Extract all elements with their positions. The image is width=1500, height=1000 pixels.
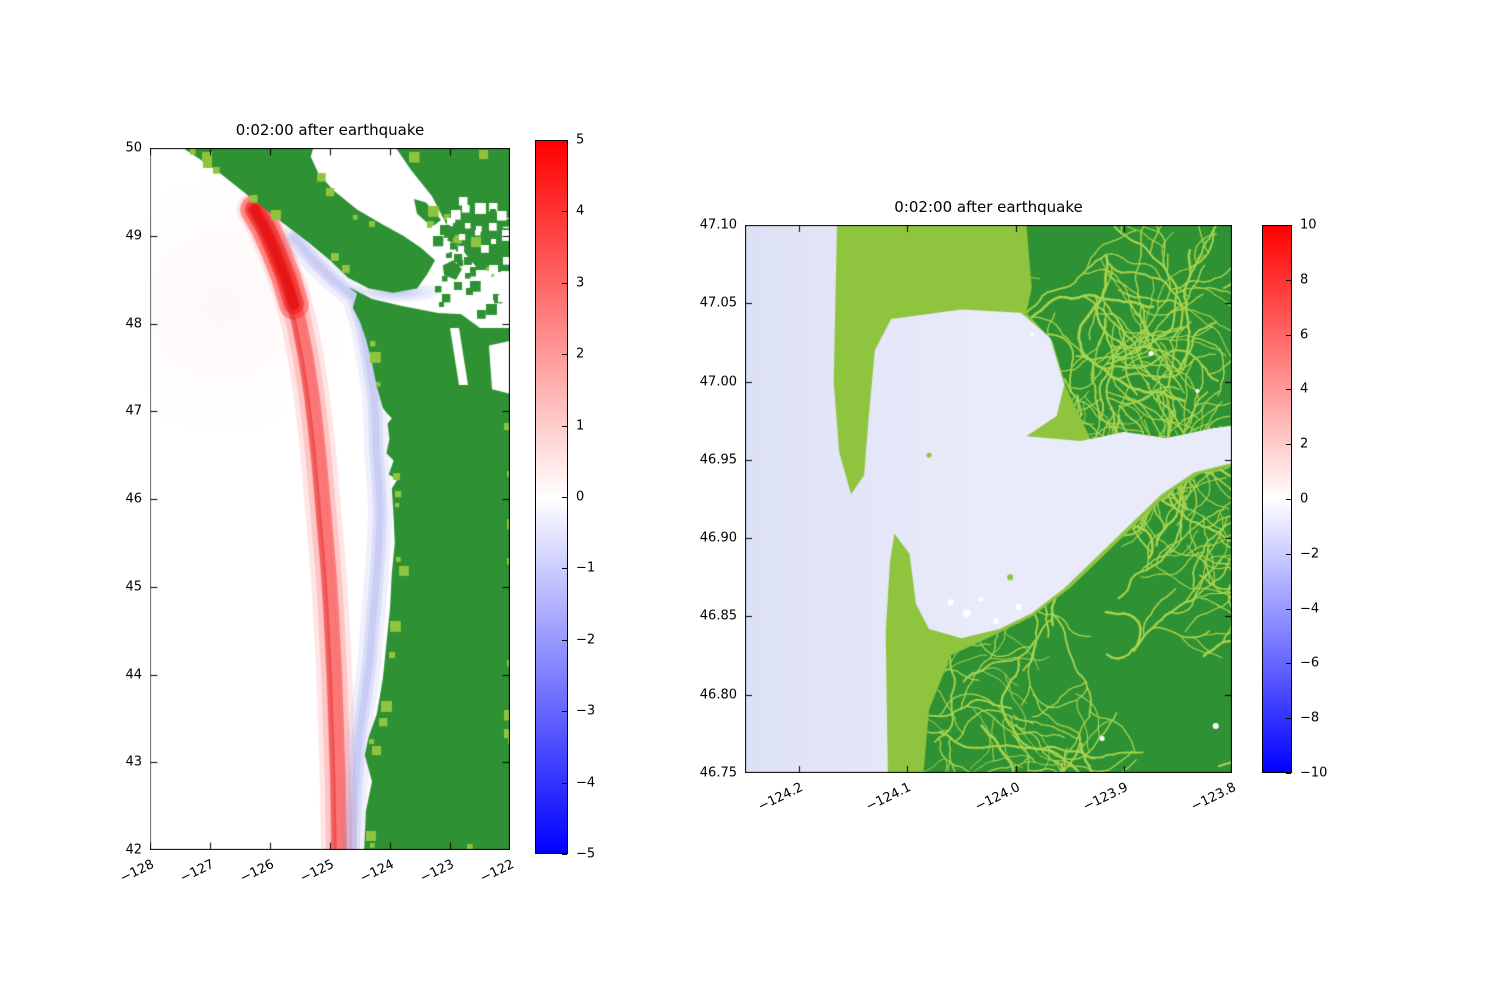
colorbar-tick-label: 2 [1300,436,1309,452]
y-tick-label: 44 [125,667,142,682]
y-tick-label: 47.05 [699,295,737,311]
y-tick-label: 49 [125,228,142,244]
colorbar-tick-label: −2 [1300,546,1320,562]
y-tick-label: 46 [125,491,142,507]
colorbar-tick-mark [562,211,567,213]
colorbar-tick-mark [1286,608,1291,610]
colorbar-tick-label: 0 [576,489,585,505]
x-tick-label: −128 [117,857,157,887]
x-tick-label: −124.0 [972,780,1023,815]
x-tick-label: −124 [357,857,397,887]
x-tick-label: −125 [297,857,337,887]
colorbar-tick-label: 1 [576,418,585,434]
y-tick-label: 43 [125,754,142,770]
y-tick-label: 47.10 [699,217,737,233]
detail-colorbar: 10 8 6 4 2 0 −2 −4 −6 −8 −10 [1262,218,1327,781]
colorbar-tick-mark [1286,663,1291,665]
plot-title: 0:02:00 after earthquake [894,198,1083,216]
colorbar-tick-label: 10 [1300,217,1317,233]
detail-plot-area [745,225,1232,773]
colorbar-tick-label: −1 [576,560,596,576]
x-tick-label: −122 [477,857,517,887]
y-tick-label: 46.85 [699,608,737,624]
colorbar-tick-label: −10 [1300,765,1328,781]
y-tick-label: 48 [125,316,142,331]
colorbar-tick-mark [562,639,567,641]
y-tick-label: 46.90 [699,530,737,546]
x-tick-label: −126 [237,857,277,887]
colorbar-tick-mark [1286,499,1291,500]
colorbar-tick-mark [562,282,567,284]
colorbar-tick-mark [1286,389,1291,391]
overview-plot: 0:02:00 after earthquake −128 −127 −126 −12… [118,121,517,886]
x-tick-label: −124.1 [864,780,914,815]
y-tick-label: 46.95 [699,452,737,468]
colorbar-tick-label: −5 [576,846,596,862]
overview-map-canvas [150,148,510,850]
x-tick-label: −123.9 [1080,780,1131,815]
overview-colorbar: 5 4 3 2 1 0 −1 −2 −3 −4 −5 [535,133,595,862]
x-tick-label: −123.8 [1188,780,1239,815]
colorbar-tick-label: 5 [576,132,585,148]
colorbar-tick-mark [1286,279,1291,281]
detail-plot: 0:02:00 after earthquake −124.2 −124.1 −12… [700,198,1239,815]
y-tick-label: 45 [125,579,142,595]
colorbar-tick-mark [1286,444,1291,446]
y-tick-label: 46.75 [699,765,737,781]
colorbar-tick-mark [1286,553,1291,555]
colorbar-tick-mark [562,425,567,427]
x-tick-label: −123 [417,857,457,887]
colorbar-tick-mark [562,568,567,570]
colorbar-tick-label: 8 [1300,272,1309,288]
colorbar-tick-mark [562,854,567,855]
y-tick-label: 42 [125,842,142,858]
colorbar-tick-mark [1286,718,1291,720]
y-tick-label: 47.00 [699,374,737,390]
colorbar-tick-label: 3 [576,275,585,291]
colorbar-tick-label: −2 [576,632,596,648]
colorbar-tick-label: 2 [576,346,585,362]
colorbar-tick-label: −3 [576,703,596,719]
y-tick-label: 46.80 [699,687,737,703]
colorbar-tick-label: 4 [576,203,585,219]
colorbar-tick-label: −6 [1300,655,1320,671]
colorbar-tick-mark [1286,225,1291,226]
colorbar-tick-label: 4 [1300,381,1309,397]
colorbar-tick-label: −8 [1300,710,1320,726]
colorbar-tick-label: 6 [1300,327,1309,343]
overview-plot-area [150,148,510,850]
colorbar-tick-mark [1286,334,1291,336]
colorbar-tick-mark [562,140,567,141]
colorbar-tick-mark [562,711,567,713]
plot-title: 0:02:00 after earthquake [235,121,425,139]
x-tick-label: −127 [177,857,217,887]
colorbar-tick-mark [562,354,567,356]
colorbar-tick-label: 0 [1300,491,1309,507]
x-tick-label: −124.2 [755,780,806,815]
colorbar-tick-label: −4 [576,775,596,791]
y-tick-label: 47 [125,403,142,419]
y-tick-label: 50 [125,140,142,156]
colorbar-tick-mark [562,782,567,784]
colorbar-tick-label: −4 [1300,601,1320,617]
colorbar-tick-mark [1286,773,1291,774]
detail-map-canvas [745,225,1232,773]
colorbar-tick-mark [562,497,567,498]
